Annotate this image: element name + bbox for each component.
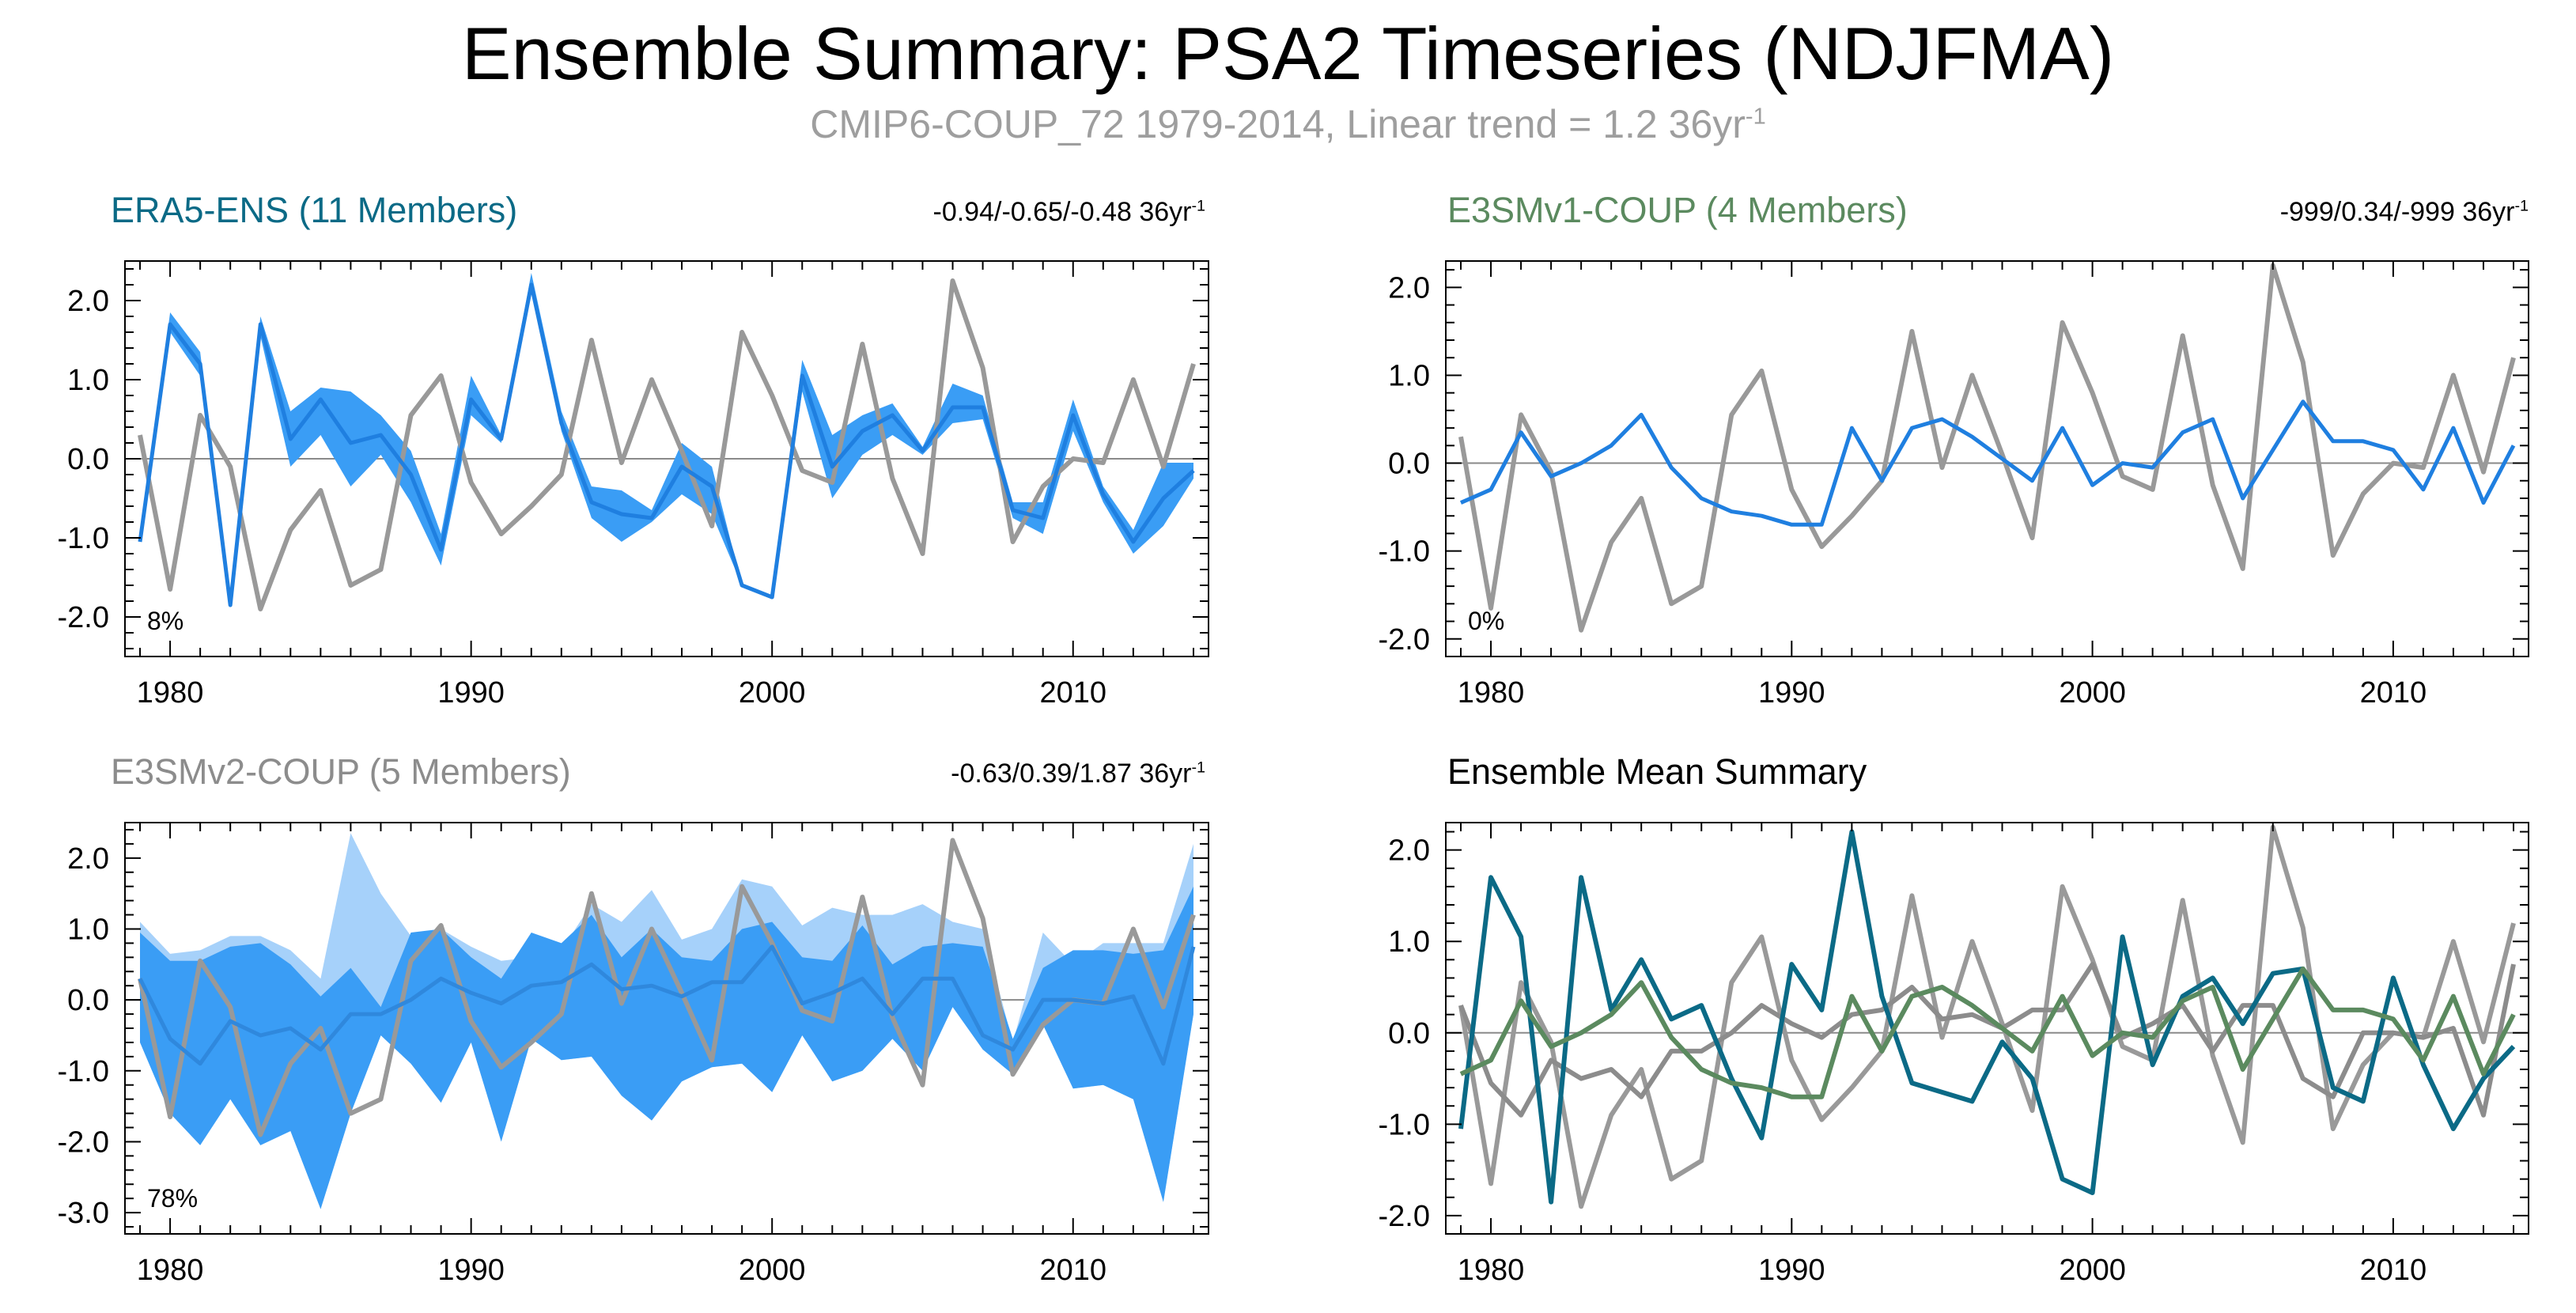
plot-area-e3smv2 bbox=[125, 833, 1209, 1209]
plot-frame bbox=[1445, 822, 2529, 1235]
y-tick-label: 0.0 bbox=[67, 443, 109, 476]
panel-title-era5: ERA5-ENS (11 Members) bbox=[111, 190, 518, 230]
subtitle-exponent: -1 bbox=[1745, 104, 1766, 130]
panel-title-e3smv1: E3SMv1-COUP (4 Members) bbox=[1447, 190, 1908, 230]
y-tick-label: -1.0 bbox=[58, 522, 109, 555]
y-tick-label: 2.0 bbox=[1388, 834, 1430, 868]
y-tick-label: 1.0 bbox=[1388, 925, 1430, 959]
y-tick-label: -3.0 bbox=[58, 1197, 109, 1230]
x-tick-label: 2000 bbox=[2059, 676, 2126, 709]
y-tick-label: 0.0 bbox=[1388, 448, 1430, 481]
y-tick-label: 1.0 bbox=[67, 913, 109, 946]
x-tick-label: 1980 bbox=[1458, 1254, 1525, 1287]
y-tick-label: -1.0 bbox=[1379, 535, 1430, 569]
y-tick-label: -2.0 bbox=[1379, 1200, 1430, 1233]
y-tick-label: 2.0 bbox=[67, 285, 109, 318]
figure-subtitle: CMIP6-COUP_72 1979-2014, Linear trend = … bbox=[0, 101, 2576, 147]
percent-label: 8% bbox=[147, 607, 183, 635]
plot-frame bbox=[1445, 260, 2529, 657]
x-tick-label: 1990 bbox=[1758, 676, 1825, 709]
observed-line bbox=[1458, 263, 2516, 633]
y-tick-label: 1.0 bbox=[1388, 359, 1430, 392]
trend-text-era5: -0.94/-0.65/-0.48 36yr bbox=[932, 197, 1192, 227]
ensemble-mean-line bbox=[138, 282, 1195, 607]
spread-band bbox=[140, 273, 1193, 605]
observed-line bbox=[138, 278, 1196, 611]
series-line-e3smv2-coup bbox=[1458, 962, 2516, 1118]
x-tick-label: 1980 bbox=[137, 676, 204, 709]
x-tick-label: 2010 bbox=[2360, 676, 2427, 709]
y-tick-label: 2.0 bbox=[1388, 271, 1430, 305]
x-tick-label: 2010 bbox=[2360, 1254, 2427, 1287]
y-tick-label: 1.0 bbox=[67, 364, 109, 397]
y-tick-label: -1.0 bbox=[58, 1055, 109, 1088]
x-tick-label: 2010 bbox=[1039, 1254, 1106, 1287]
ensemble-mean-line bbox=[138, 944, 1196, 1066]
plot-area-mean-summary bbox=[1446, 824, 2529, 1209]
x-tick-label: 1980 bbox=[137, 1254, 204, 1287]
spread-band bbox=[140, 886, 1193, 1209]
x-tick-label: 1990 bbox=[1758, 1254, 1825, 1287]
x-tick-label: 1990 bbox=[437, 1254, 505, 1287]
x-tick-label: 1990 bbox=[437, 676, 505, 709]
series-line-era5-ens bbox=[1458, 829, 2516, 1205]
plot-area-e3smv1 bbox=[1446, 263, 2529, 633]
trend-label-era5: -0.94/-0.65/-0.48 36yr-1 bbox=[933, 197, 1206, 228]
y-tick-label: -2.0 bbox=[1379, 623, 1430, 656]
series-line-e3smv1-coup bbox=[1459, 966, 2516, 1099]
trend-label-e3smv1: -999/0.34/-999 36yr-1 bbox=[2280, 197, 2529, 228]
x-tick-label: 2000 bbox=[739, 1254, 806, 1287]
panel-title-mean-summary: Ensemble Mean Summary bbox=[1447, 751, 1867, 792]
y-tick-label: -2.0 bbox=[58, 1126, 109, 1159]
trend-exp-e3smv2: -1 bbox=[1191, 759, 1205, 777]
trend-exp-e3smv1: -1 bbox=[2514, 197, 2529, 215]
figure-title: Ensemble Summary: PSA2 Timeseries (NDJFM… bbox=[461, 12, 2115, 95]
x-tick-label: 1980 bbox=[1458, 676, 1525, 709]
trend-label-e3smv2: -0.63/0.39/1.87 36yr-1 bbox=[951, 759, 1205, 789]
trend-text-e3smv2: -0.63/0.39/1.87 36yr bbox=[951, 759, 1192, 789]
y-tick-label: 2.0 bbox=[67, 842, 109, 876]
trend-exp-era5: -1 bbox=[1191, 197, 1205, 215]
series-line-observed bbox=[1458, 824, 2516, 1209]
percent-label: 0% bbox=[1468, 607, 1504, 635]
trend-text-e3smv1: -999/0.34/-999 36yr bbox=[2279, 197, 2515, 227]
observed-line bbox=[138, 838, 1196, 1137]
percent-label: 78% bbox=[147, 1184, 198, 1213]
x-tick-label: 2010 bbox=[1039, 676, 1106, 709]
y-tick-label: 0.0 bbox=[67, 984, 109, 1017]
x-tick-label: 2000 bbox=[739, 676, 806, 709]
panel-title-e3smv2: E3SMv2-COUP (5 Members) bbox=[111, 751, 571, 792]
plot-e3smv2: 1980 1990 2000 2010 2.0 1.0 0.0 -1.0 -2.0 -3.0 78% bbox=[58, 822, 1209, 1287]
x-tick-label: 2000 bbox=[2059, 1254, 2126, 1287]
y-tick-label: 0.0 bbox=[1388, 1017, 1430, 1050]
y-tick-label: -1.0 bbox=[1379, 1108, 1430, 1141]
plot-era5: 1980 1990 2000 2010 2.0 1.0 0.0 -1.0 -2.0 8% bbox=[58, 260, 1209, 709]
ensemble-mean-line bbox=[1459, 399, 2516, 527]
plot-mean-summary: 1980 1990 2000 2010 2.0 1.0 0.0 -1.0 -2.0 bbox=[1379, 822, 2529, 1287]
y-tick-label: -2.0 bbox=[58, 601, 109, 634]
subtitle-text: CMIP6-COUP_72 1979-2014, Linear trend = … bbox=[810, 102, 1746, 146]
plot-area-era5 bbox=[125, 273, 1209, 611]
plot-e3smv1: 1980 1990 2000 2010 2.0 1.0 0.0 -1.0 -2.0 0% bbox=[1379, 260, 2529, 709]
